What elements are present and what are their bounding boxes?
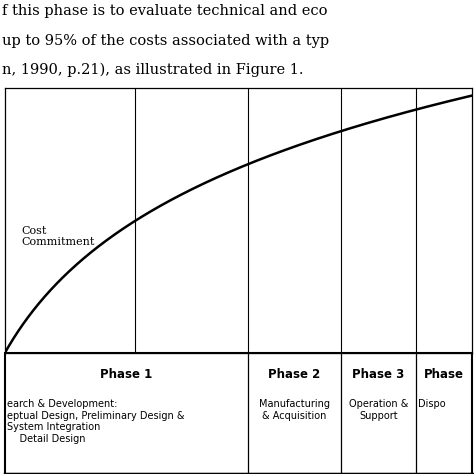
Text: Manufacturing
& Acquisition: Manufacturing & Acquisition bbox=[259, 399, 330, 420]
Text: Dispo: Dispo bbox=[418, 399, 446, 409]
Text: f this phase is to evaluate technical and eco: f this phase is to evaluate technical an… bbox=[2, 4, 328, 18]
Text: Phase 2: Phase 2 bbox=[268, 368, 320, 381]
Text: Phase: Phase bbox=[424, 368, 464, 381]
Text: Phase 1: Phase 1 bbox=[100, 368, 152, 381]
Text: Phase 3: Phase 3 bbox=[352, 368, 404, 381]
Text: Operation &
Support: Operation & Support bbox=[348, 399, 408, 420]
Text: earch & Development:
eptual Design, Preliminary Design &
System Integration
    : earch & Development: eptual Design, Prel… bbox=[7, 399, 184, 444]
Text: n, 1990, p.21), as illustrated in Figure 1.: n, 1990, p.21), as illustrated in Figure… bbox=[2, 63, 304, 77]
Text: Cost
Commitment: Cost Commitment bbox=[21, 226, 94, 247]
Text: up to 95% of the costs associated with a typ: up to 95% of the costs associated with a… bbox=[2, 34, 329, 47]
